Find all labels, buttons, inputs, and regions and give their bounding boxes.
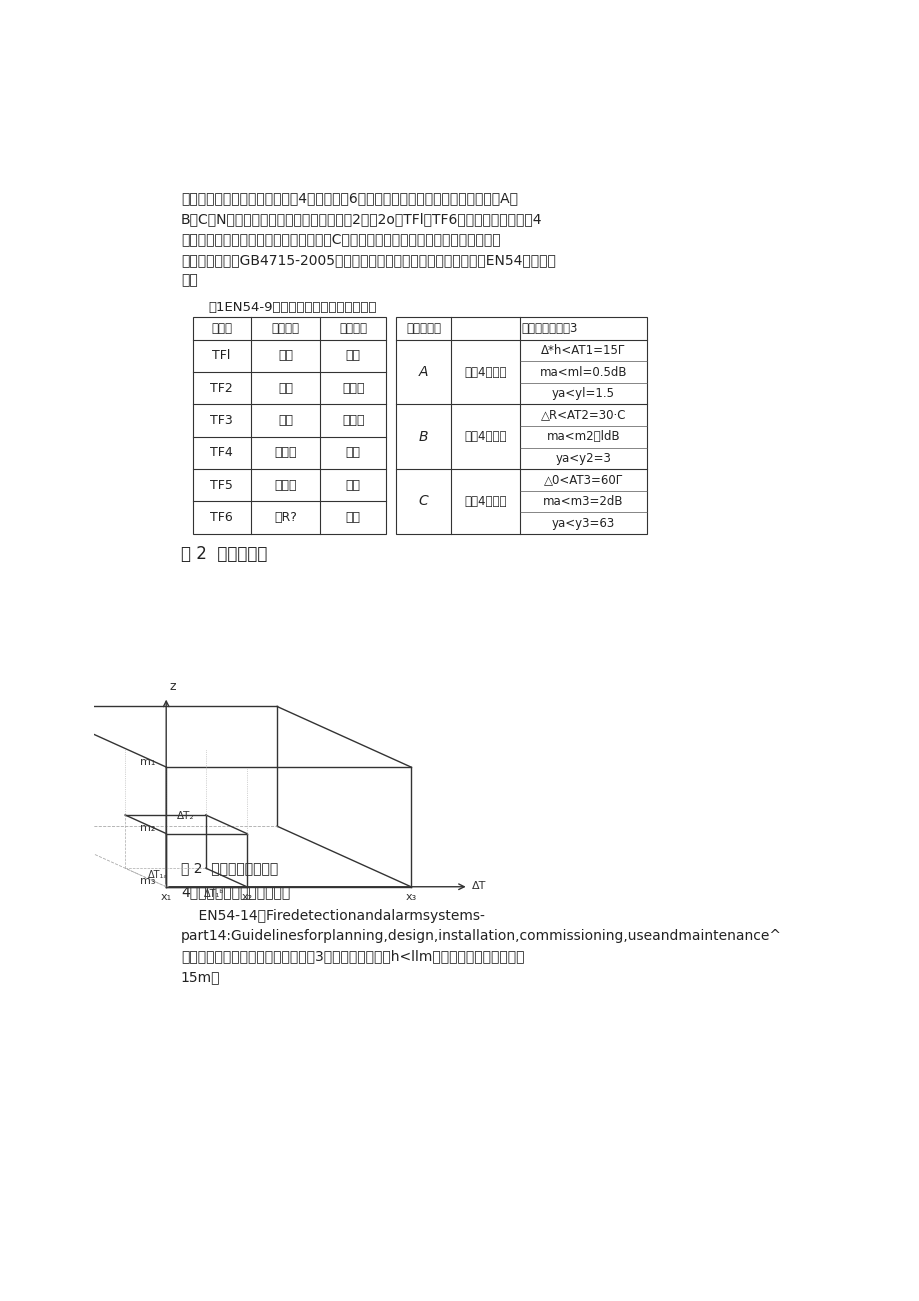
Bar xyxy=(192,316,386,533)
Text: 明火: 明火 xyxy=(346,446,360,459)
Text: ma<m2三ldB: ma<m2三ldB xyxy=(546,431,619,444)
Text: 阴燃火: 阴燃火 xyxy=(342,414,364,427)
Text: TF2: TF2 xyxy=(210,381,233,394)
Bar xyxy=(395,316,647,533)
Text: 聚氨酯: 聚氨酯 xyxy=(274,446,297,459)
Text: 燃烧状态: 燃烧状态 xyxy=(339,321,367,334)
Text: ΔT₁ₐ: ΔT₁ₐ xyxy=(148,869,168,879)
Text: ya<y2=3: ya<y2=3 xyxy=(555,451,611,464)
Text: 图 2  灵敏度等级划分图: 图 2 灵敏度等级划分图 xyxy=(181,861,278,876)
Text: m₁: m₁ xyxy=(140,757,155,766)
Text: x₃: x₃ xyxy=(405,892,416,902)
Text: 15m。: 15m。 xyxy=(181,971,221,984)
Text: 表1EN54-9中感烟探测器灵敏度试验内容: 表1EN54-9中感烟探测器灵敏度试验内容 xyxy=(208,302,376,315)
Text: 燃烧材料: 燃烧材料 xyxy=(271,321,300,334)
Text: 灵敏度级别: 灵敏度级别 xyxy=(405,321,440,334)
Text: ya<yl=1.5: ya<yl=1.5 xyxy=(551,388,614,401)
Text: 前均应发出火灾报警信号。根据4只探测器在6种试验火中的表现，确定其灵敏度等级A、: 前均应发出火灾报警信号。根据4只探测器在6种试验火中的表现，确定其灵敏度等级A、 xyxy=(181,191,517,206)
Text: B、C和N（不动作），灵敏度等级划分见表2和图2o除TFl和TF6试验火之外，在其他4: B、C和N（不动作），灵敏度等级划分见表2和图2o除TFl和TF6试验火之外，在… xyxy=(181,212,542,226)
Text: 乙R?: 乙R? xyxy=(274,511,297,524)
Text: 致。: 致。 xyxy=(181,273,198,288)
Text: C: C xyxy=(418,494,428,509)
Text: EN54-14《Firedetectionandalarmsystems-: EN54-14《Firedetectionandalarmsystems- xyxy=(181,909,484,922)
Text: 表 2  灵敏度等级: 表 2 灵敏度等级 xyxy=(181,545,267,563)
Text: 敏度测试通过。GB4715-2005《点型感烟探测器》中灵敏度测试方法与EN54中完全一: 敏度测试通过。GB4715-2005《点型感烟探测器》中灵敏度测试方法与EN54… xyxy=(181,252,555,267)
Text: 4、感烟探测器安装距离要求: 4、感烟探测器安装距离要求 xyxy=(181,886,289,900)
Text: TF3: TF3 xyxy=(210,414,233,427)
Text: TFl: TFl xyxy=(212,350,231,363)
Text: 正庚烷: 正庚烷 xyxy=(274,479,297,492)
Text: 棉绳: 棉绳 xyxy=(278,414,292,427)
Text: 全部4只探头: 全部4只探头 xyxy=(464,366,506,379)
Text: TF6: TF6 xyxy=(210,511,233,524)
Text: part14:Guidelinesforplanning,design,installation,commissioning,useandmaintenance: part14:Guidelinesforplanning,design,inst… xyxy=(181,929,781,943)
Text: ΔT₂: ΔT₂ xyxy=(177,811,195,821)
Text: Δ*h<AT1=15Γ: Δ*h<AT1=15Γ xyxy=(540,343,625,356)
Text: m₂: m₂ xyxy=(140,824,155,833)
Text: 全部4只探头: 全部4只探头 xyxy=(464,431,506,444)
Text: ΔT: ΔT xyxy=(471,881,486,891)
Text: △R<AT2=30·C: △R<AT2=30·C xyxy=(540,409,626,422)
Text: x₂: x₂ xyxy=(241,892,252,902)
Text: 种模拟试验火中探测器灵敏度等级必须在C级范围内，满足该要求的探测器才可视为灵: 种模拟试验火中探测器灵敏度等级必须在C级范围内，满足该要求的探测器才可视为灵 xyxy=(181,233,500,246)
Text: 明火: 明火 xyxy=(346,511,360,524)
Text: 明火: 明火 xyxy=(346,350,360,363)
Text: 灵敏度测试结果3: 灵敏度测试结果3 xyxy=(521,321,577,334)
Text: ma<m3=2dB: ma<m3=2dB xyxy=(542,494,623,507)
Text: ΔT₁ᵇ: ΔT₁ᵇ xyxy=(203,889,223,899)
Text: ya<y3=63: ya<y3=63 xyxy=(551,516,615,530)
Text: 木材: 木材 xyxy=(278,381,292,394)
Text: TF5: TF5 xyxy=(210,479,233,492)
Text: z: z xyxy=(170,679,176,692)
Text: △0<AT3=60Γ: △0<AT3=60Γ xyxy=(543,474,622,487)
Text: TF4: TF4 xyxy=(210,446,233,459)
Text: A: A xyxy=(418,366,427,379)
Text: 试验火: 试验火 xyxy=(210,321,232,334)
Text: 木材: 木材 xyxy=(278,350,292,363)
Text: m₃: m₃ xyxy=(140,877,155,886)
Text: 中点型感烟探测器安装距离要求如表3所示，天花板高度h<llm时，探测器最大中心距为: 中点型感烟探测器安装距离要求如表3所示，天花板高度h<llm时，探测器最大中心距… xyxy=(181,950,524,964)
Text: ma<ml=0.5dB: ma<ml=0.5dB xyxy=(539,366,627,379)
Text: 明火: 明火 xyxy=(346,479,360,492)
Text: 全部4只探头: 全部4只探头 xyxy=(464,494,506,507)
Text: 阴燃火: 阴燃火 xyxy=(342,381,364,394)
Text: B: B xyxy=(418,429,427,444)
Text: x₁: x₁ xyxy=(161,892,172,902)
